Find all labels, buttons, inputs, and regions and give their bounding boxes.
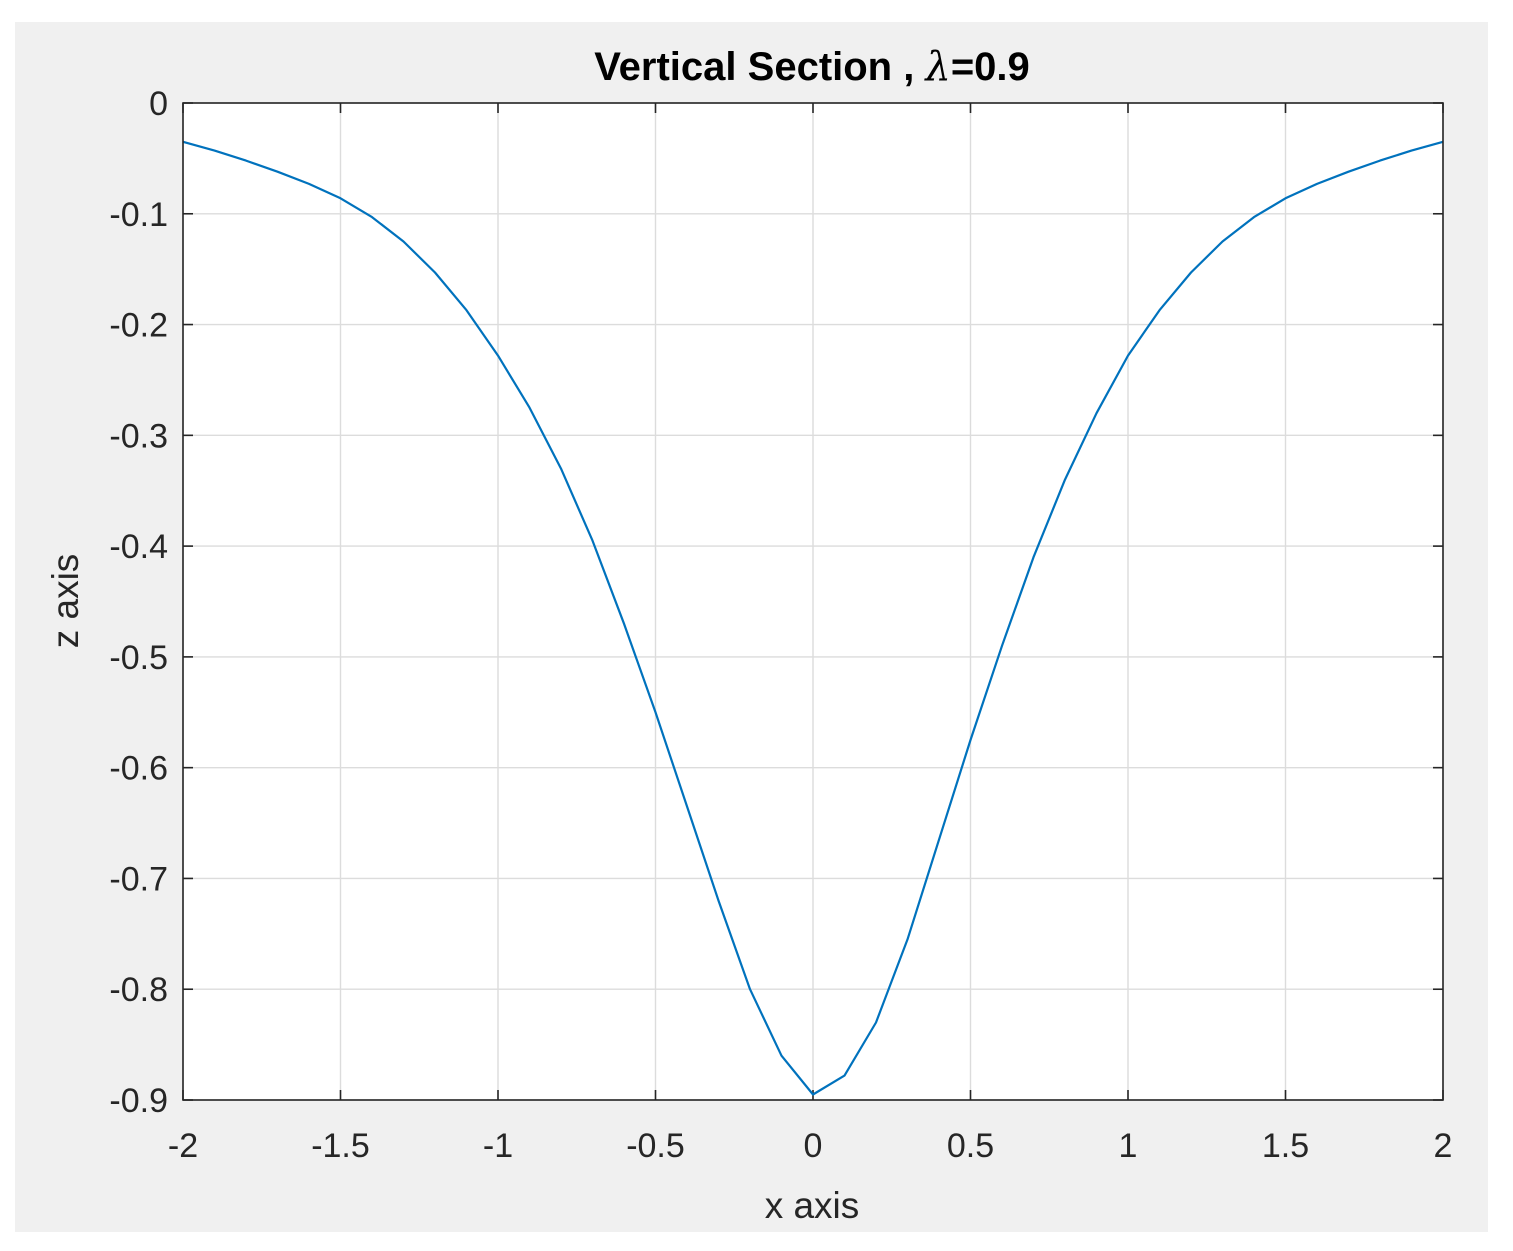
- series-line: [182, 140, 1444, 1096]
- x-axis-label: x axis: [765, 1185, 860, 1226]
- plot-frame: [182, 102, 1444, 1101]
- y-tick-label: -0.1: [109, 196, 168, 234]
- x-tick-label: 1.5: [1262, 1127, 1309, 1165]
- y-tick-label: -0.6: [109, 750, 168, 788]
- chart-title: Vertical Section , λ=0.9: [594, 44, 1030, 90]
- x-tick-label: 1: [1119, 1127, 1138, 1165]
- x-tick-label: -2: [168, 1127, 198, 1165]
- x-tick-label: -0.5: [626, 1127, 685, 1165]
- x-tick-label: 2: [1434, 1127, 1453, 1165]
- x-tick-labels: -2 -1.5 -1 -0.5 0 0.5 1 1.5 2: [168, 1127, 1453, 1165]
- x-tick-label: -1.5: [311, 1127, 370, 1165]
- y-tick-label: 0: [149, 85, 168, 123]
- x-tick-label: -1: [483, 1127, 513, 1165]
- y-tick-label: -0.4: [109, 528, 168, 566]
- y-tick-label: -0.9: [109, 1082, 168, 1120]
- x-tick-label: 0.5: [947, 1127, 994, 1165]
- chart-title-suffix: =0.9: [951, 45, 1030, 89]
- y-tick-label: -0.5: [109, 639, 168, 677]
- y-tick-label: -0.8: [109, 971, 168, 1009]
- chart-title-prefix: Vertical Section ,: [594, 45, 925, 89]
- y-tick-label: -0.3: [109, 417, 168, 455]
- y-axis-label: z axis: [45, 554, 86, 649]
- y-tick-label: -0.2: [109, 307, 168, 345]
- y-tick-labels: 0 -0.1 -0.2 -0.3 -0.4 -0.5 -0.6 -0.7 -0.8 -0.9: [109, 85, 168, 1120]
- y-tick-label: -0.7: [109, 860, 168, 898]
- x-tick-label: 0: [804, 1127, 823, 1165]
- chart-title-symbol: λ: [923, 44, 950, 90]
